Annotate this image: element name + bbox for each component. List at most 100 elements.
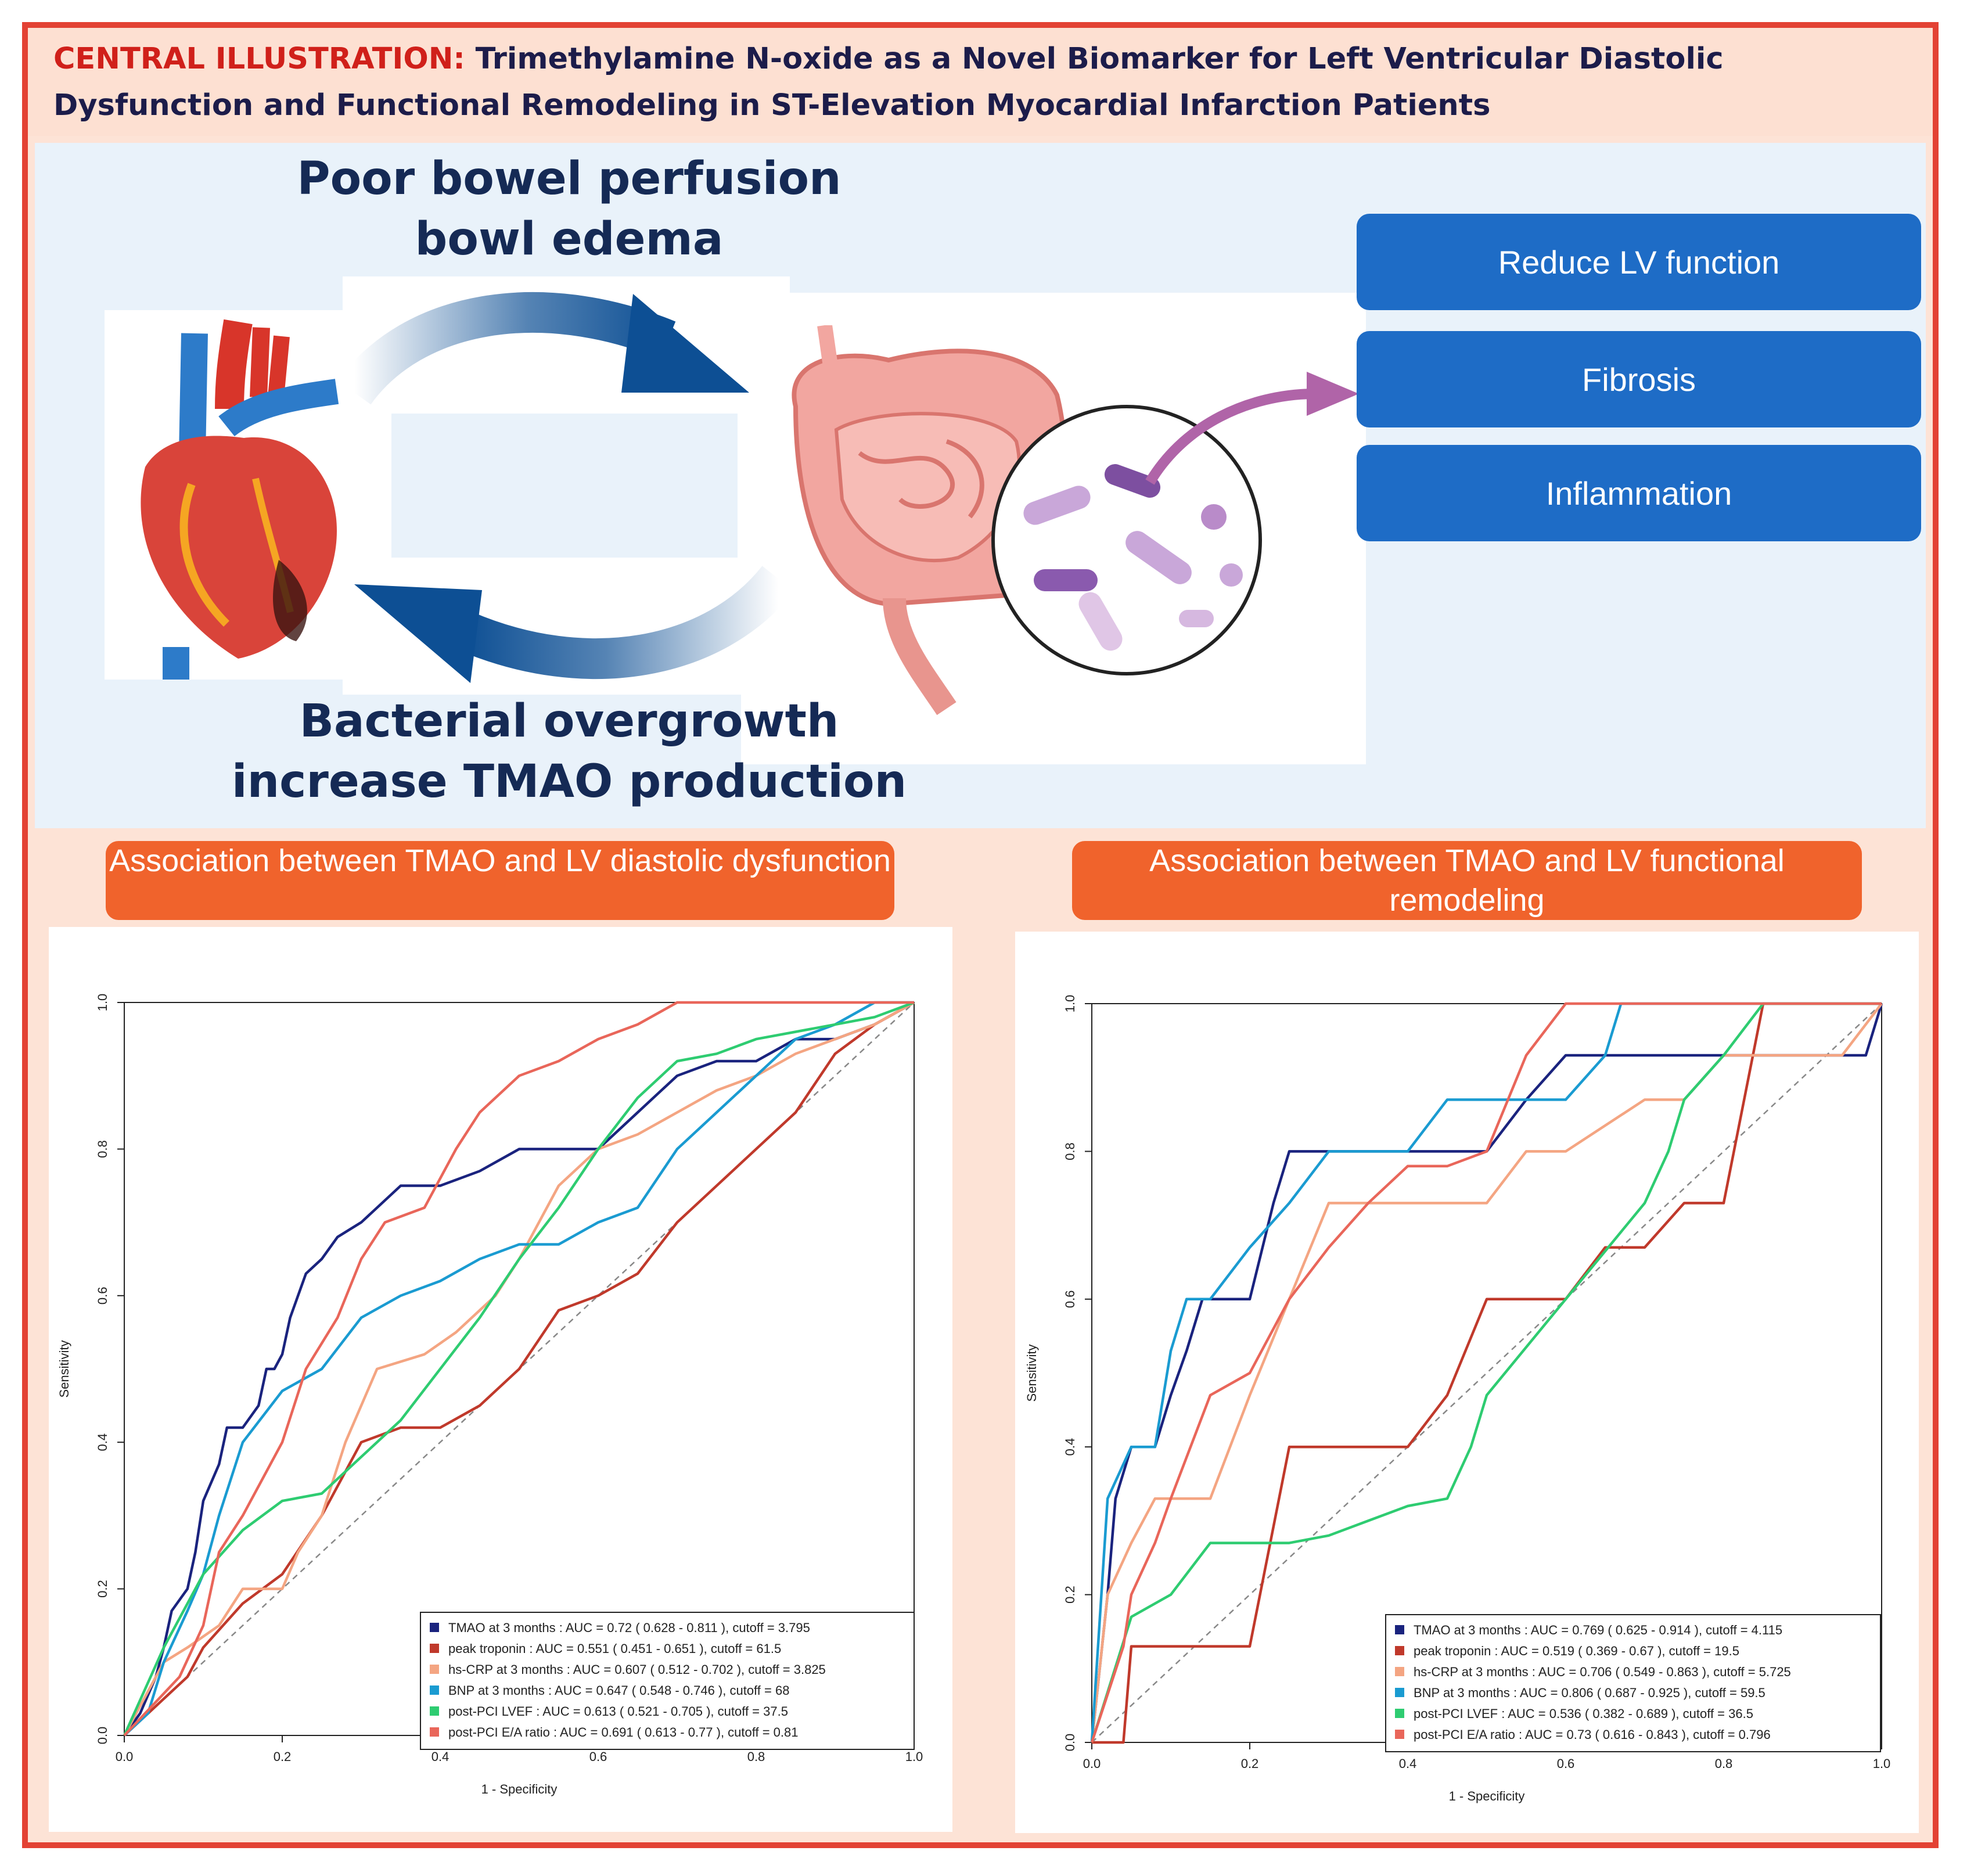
x-tick-label: 1.0 [905, 1749, 923, 1764]
x-tick-label: 0.6 [589, 1749, 607, 1764]
effect-box-fibrosis: Fibrosis [1357, 331, 1921, 427]
legend-label-4: post-PCI LVEF : AUC = 0.613 ( 0.521 - 0.… [448, 1704, 788, 1719]
intestine-illustration [792, 325, 1068, 716]
bacterium-4 [1034, 569, 1098, 591]
bacteria-effect-arrow [1145, 372, 1359, 485]
legend-swatch-0 [1395, 1625, 1404, 1634]
y-tick-label: 0.8 [1063, 1142, 1077, 1160]
y-axis-label: Sensitivity [57, 1340, 71, 1397]
top-arrow-head [621, 294, 749, 393]
reference-diagonal [1091, 1003, 1882, 1743]
legend-label-3: BNP at 3 months : AUC = 0.806 ( 0.687 - … [1414, 1685, 1765, 1700]
legend-swatch-1 [1395, 1646, 1404, 1655]
legend-box [420, 1612, 915, 1750]
roc-chart-remodeling-svg: 0.0 0.2 0.4 0.6 0.8 1.0 0.0 0.2 0.4 0.6 0.8 1.0 1 - … [1024, 995, 1891, 1803]
legend-label-3: BNP at 3 months : AUC = 0.647 ( 0.548 - … [448, 1683, 789, 1698]
x-axis-label: 1 - Specificity [1449, 1789, 1525, 1803]
aorta-shape [215, 319, 253, 409]
legend-swatch-4 [430, 1706, 439, 1716]
x-tick-label: 0.4 [1399, 1756, 1417, 1771]
legend-swatch-4 [1395, 1709, 1404, 1718]
roc-chart-diastolic-svg: 0.0 0.2 0.4 0.6 0.8 1.0 0.0 0.2 0.4 0.6 0.8 1.0 1 - … [57, 994, 923, 1796]
right-panel-title: Association between TMAO and LV function… [1072, 841, 1862, 920]
top-arrow-shaft [343, 292, 676, 405]
bacterium-8 [1179, 610, 1214, 627]
effect-box-lv-function: Reduce LV function [1357, 214, 1921, 310]
roc-curve-series-0 [123, 1001, 915, 1737]
x-tick-label: 1.0 [1873, 1756, 1891, 1771]
legend-swatch-0 [430, 1623, 439, 1632]
title-lead: CENTRAL ILLUSTRATION: [53, 42, 465, 76]
legend-swatch-2 [430, 1665, 439, 1674]
y-tick-label: 0.0 [95, 1727, 110, 1745]
x-tick-label: 0.6 [1557, 1756, 1575, 1771]
bacterium-2 [1104, 464, 1161, 498]
bacteria-arrow-head [1307, 372, 1359, 416]
y-tick-label: 0.0 [1063, 1734, 1077, 1752]
bottom-label: Bacterial overgrowth increase TMAO produ… [221, 691, 918, 812]
legend-swatch-3 [430, 1685, 439, 1695]
x-tick-label: 0.0 [116, 1749, 134, 1764]
y-tick-label: 0.8 [95, 1140, 110, 1158]
intestine-fold-1 [858, 451, 955, 509]
roc-curve-series-4 [1090, 1002, 1882, 1743]
y-tick-label: 1.0 [95, 994, 110, 1012]
legend-label-2: hs-CRP at 3 months : AUC = 0.607 ( 0.512… [448, 1662, 826, 1677]
legend-swatch-2 [1395, 1667, 1404, 1676]
title-bar [28, 28, 1933, 136]
x-tick-label: 0.8 [747, 1749, 765, 1764]
y-tick-label: 0.6 [1063, 1291, 1077, 1309]
page-title: CENTRAL ILLUSTRATION: Trimethylamine N-o… [53, 36, 1912, 129]
roc-curve-series-5 [1090, 1002, 1882, 1743]
artery-branch-2 [268, 335, 290, 398]
x-tick-label: 0.0 [1083, 1756, 1101, 1771]
legend-label-1: peak troponin : AUC = 0.551 ( 0.451 - 0.… [448, 1641, 781, 1656]
y-tick-label: 1.0 [1063, 995, 1077, 1013]
artery-branch-1 [250, 327, 270, 398]
title-text: Trimethylamine N-oxide as a Novel Biomar… [53, 42, 1724, 123]
bacterium-3 [1125, 531, 1192, 584]
cycle-arrows [343, 292, 790, 683]
roc-curve-series-1 [1092, 1002, 1882, 1744]
roc-curve-series-2 [123, 1001, 915, 1737]
bottom-arrow-shaft [456, 565, 790, 679]
rectum-shape [883, 598, 956, 716]
legend-label-0: TMAO at 3 months : AUC = 0.72 ( 0.628 - … [448, 1620, 810, 1635]
legend-box [1385, 1614, 1881, 1752]
legend-label-0: TMAO at 3 months : AUC = 0.769 ( 0.625 -… [1414, 1623, 1782, 1637]
center-placeholder [391, 414, 738, 558]
legend-label-4: post-PCI LVEF : AUC = 0.536 ( 0.382 - 0.… [1414, 1706, 1753, 1721]
y-axis-label: Sensitivity [1024, 1344, 1039, 1401]
infarct-area-shape [273, 560, 307, 641]
y-tick-label: 0.4 [95, 1433, 110, 1451]
bacteria-magnifier [991, 405, 1262, 675]
roc-curve-series-4 [123, 1001, 915, 1736]
y-tick-label: 0.2 [1063, 1586, 1077, 1604]
roc-chart-diastolic: 0.0 0.2 0.4 0.6 0.8 1.0 0.0 0.2 0.4 0.6 0.8 1.0 1 - … [49, 927, 952, 1832]
bottom-label-line1: Bacterial overgrowth [299, 695, 839, 747]
y-tick-label: 0.4 [1063, 1438, 1077, 1456]
roc-curve-series-2 [1090, 1002, 1883, 1743]
x-axis-label: 1 - Specificity [481, 1782, 558, 1796]
bacterium-7 [1220, 563, 1243, 587]
roc-curve-series-1 [123, 1001, 915, 1737]
legend-swatch-3 [1395, 1688, 1404, 1697]
top-label: Poor bowel perfusion bowl edema [244, 149, 894, 269]
y-tick-label: 0.6 [95, 1287, 110, 1305]
legend-label-1: peak troponin : AUC = 0.519 ( 0.369 - 0.… [1414, 1644, 1739, 1658]
roc-chart-remodeling: 0.0 0.2 0.4 0.6 0.8 1.0 0.0 0.2 0.4 0.6 0.8 1.0 1 - … [1015, 932, 1919, 1833]
bottom-label-line2: increase TMAO production [231, 756, 907, 808]
bacteria-arrow-shaft [1145, 389, 1313, 485]
top-label-line2: bowl edema [415, 213, 724, 265]
bacterium-1 [1023, 486, 1091, 525]
pulmonary-artery-shape [218, 379, 339, 437]
effect-box-inflammation: Inflammation [1357, 445, 1921, 541]
roc-curve-series-5 [123, 1001, 914, 1737]
legend-label-5: post-PCI E/A ratio : AUC = 0.73 ( 0.616 … [1414, 1727, 1771, 1742]
bacterium-6 [1201, 504, 1227, 530]
legend-swatch-5 [430, 1727, 439, 1737]
bottom-arrow-head [354, 584, 482, 683]
x-tick-label: 0.8 [1715, 1756, 1733, 1771]
heart-body-shape [141, 436, 337, 659]
legend-swatch-5 [1395, 1730, 1404, 1739]
